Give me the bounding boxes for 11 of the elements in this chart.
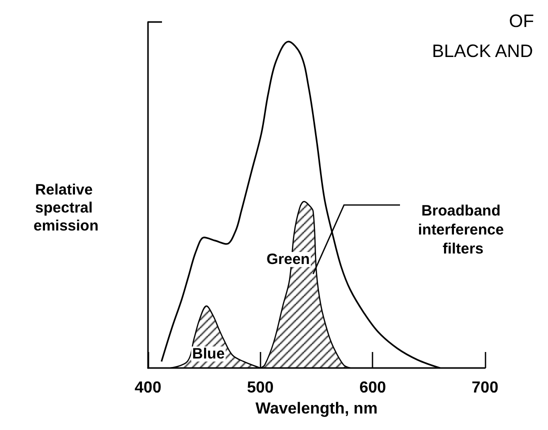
x-tick-label: 700 [472, 380, 498, 396]
legend-label: Blue [192, 345, 225, 362]
x-tick-label: 400 [134, 380, 162, 396]
x-tick-label: 600 [359, 380, 386, 396]
text: OF [509, 11, 534, 31]
x-tick-label: 500 [246, 380, 274, 396]
series-label: Green [266, 251, 310, 268]
annotation: Broadband interference filters [418, 202, 508, 258]
y-axis-title: Relative spectral emission [33, 182, 99, 234]
annotation: BLACK AND [432, 41, 534, 61]
x-axis-title: Wavelength, nm [255, 400, 378, 418]
